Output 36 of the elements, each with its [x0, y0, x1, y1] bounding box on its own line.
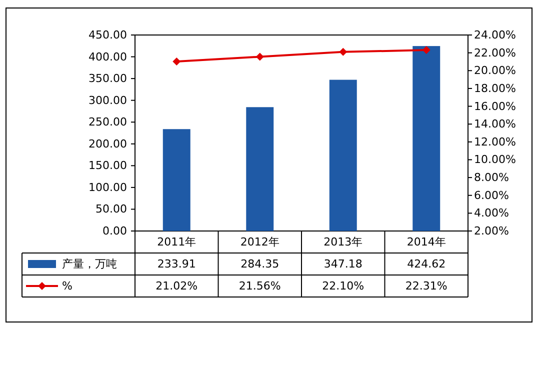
data-label: 22.10% [322, 280, 364, 292]
y-tick-label: 400.00 [88, 50, 127, 64]
y2-tick-label: 12.00% [474, 135, 516, 148]
y2-tick-label: 24.00% [474, 28, 516, 42]
y2-tick-label: 4.00% [474, 206, 509, 220]
x-tick-label: 2012年 [240, 236, 280, 248]
data-label: 22.31% [405, 280, 448, 292]
y2-tick-label: 10.00% [474, 153, 516, 166]
data-label: 284.35 [240, 258, 280, 270]
x-tick-label: 2013年 [324, 236, 363, 248]
data-label: 21.02% [156, 280, 198, 292]
y2-tick-label: 22.00% [474, 46, 516, 60]
y-tick-label: 450.00 [88, 28, 127, 42]
y-tick-label: 0.00 [102, 224, 127, 238]
y2-tick-label: 20.00% [474, 64, 516, 78]
data-label: 233.91 [157, 258, 196, 270]
x-tick-label: 2014年 [406, 236, 446, 248]
y2-tick-label: 6.00% [474, 188, 509, 202]
y2-tick-label: 18.00% [474, 82, 516, 95]
y-tick-label: 300.00 [88, 94, 127, 107]
data-label: 424.62 [407, 258, 446, 270]
data-label: 347.18 [324, 258, 362, 270]
x-tick-label: 2011年 [157, 236, 196, 248]
y2-tick-label: 16.00% [474, 100, 516, 113]
data-label: 21.56% [238, 280, 281, 292]
y2-tick-label: 2.00% [474, 224, 509, 238]
y2-tick-label: 8.00% [474, 171, 509, 184]
y-tick-label: 250.00 [88, 116, 127, 129]
y-tick-label: 50.00 [96, 202, 127, 216]
y-tick-label: 200.00 [88, 137, 127, 150]
legend-label: 产量，万吨 [62, 258, 117, 270]
y2-tick-label: 14.00% [474, 118, 516, 131]
y-tick-label: 150.00 [88, 159, 127, 172]
legend-label: % [62, 280, 72, 292]
y-tick-label: 350.00 [88, 72, 127, 86]
y-tick-label: 100.00 [88, 180, 127, 194]
